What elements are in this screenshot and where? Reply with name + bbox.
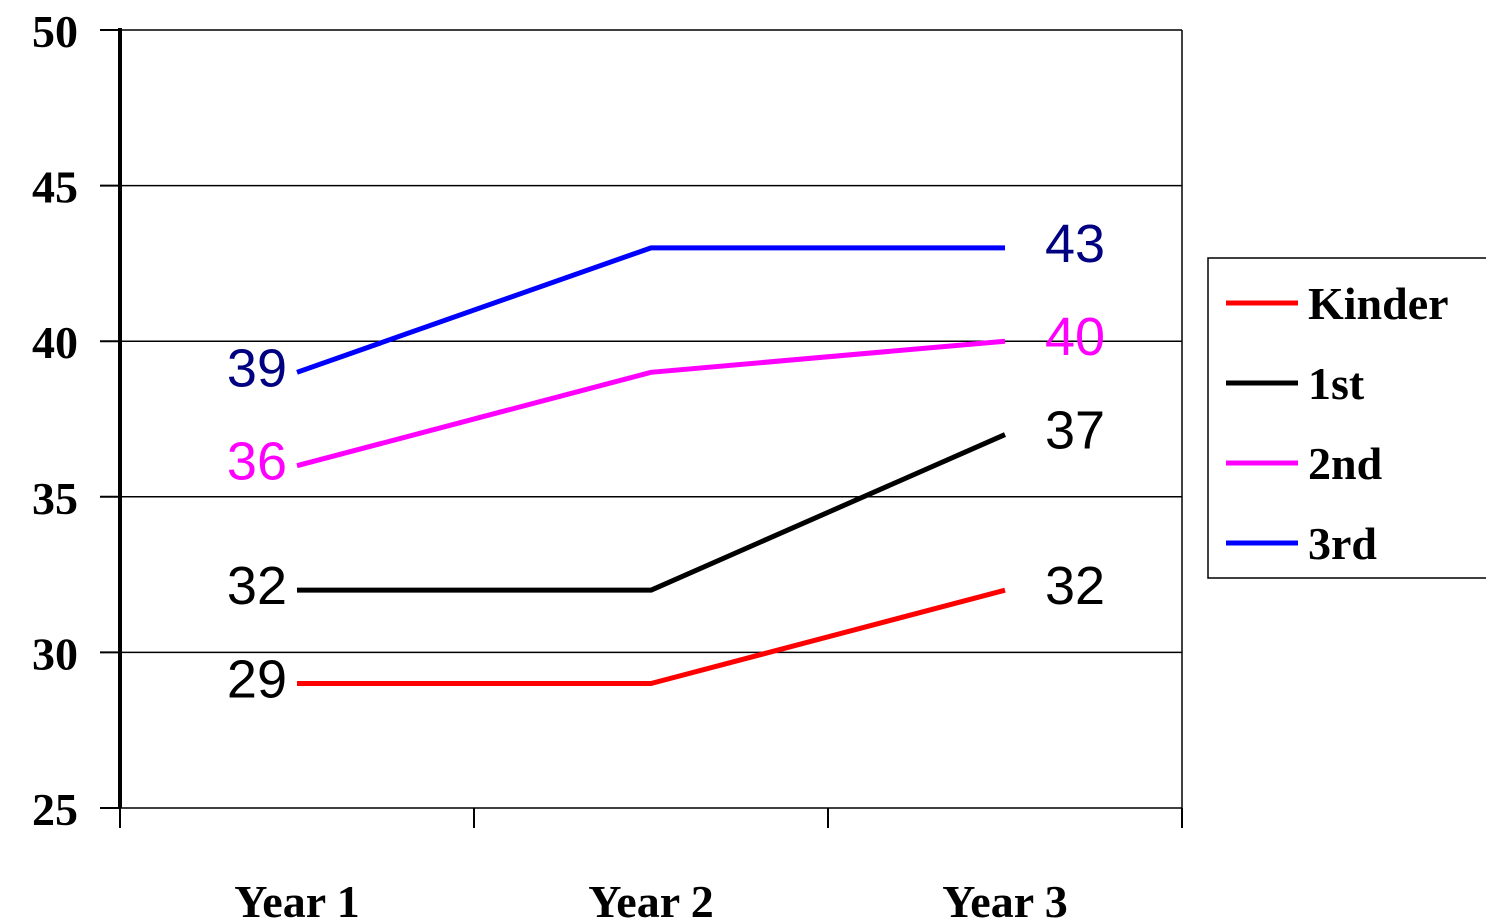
- legend-box[interactable]: [1207, 257, 1486, 579]
- x-tick-label: Year 1: [234, 876, 360, 923]
- y-tick-label: 40: [32, 317, 78, 368]
- legend-label-1st: 1st: [1308, 358, 1365, 409]
- series-lines: [296, 245, 1007, 687]
- legend-label-3rd: 3rd: [1308, 518, 1377, 569]
- x-tick-label: Year 3: [942, 876, 1068, 923]
- data-label-3rd: 43: [1045, 214, 1105, 274]
- gridlines: [120, 184, 1182, 654]
- series-line-kinder: [297, 587, 1006, 687]
- y-tick-label: 50: [32, 6, 78, 57]
- y-tick-label: 45: [32, 162, 78, 213]
- data-label-1st: 32: [227, 556, 287, 616]
- series-line-1st: [297, 432, 1007, 593]
- plot-frame: [120, 29, 1183, 808]
- data-labels: 29 32 32 37 36 40 39 43: [227, 214, 1105, 710]
- legend-label-kinder: Kinder: [1308, 278, 1449, 329]
- y-tick-label: 25: [32, 784, 78, 835]
- y-tick-label: 35: [32, 473, 78, 524]
- data-label-2nd: 40: [1045, 307, 1105, 367]
- x-tick-label: Year 2: [588, 876, 714, 923]
- x-axis-ticks: Year 1 Year 2 Year 3: [119, 808, 1183, 923]
- data-label-1st: 37: [1045, 401, 1105, 461]
- y-axis-ticks: 25 30 35 40 45 50: [32, 6, 120, 835]
- data-label-2nd: 36: [227, 432, 287, 492]
- data-label-kinder: 32: [1045, 556, 1105, 616]
- axes: [118, 28, 1182, 809]
- legend-label-2nd: 2nd: [1308, 438, 1383, 489]
- y-tick-label: 30: [32, 628, 78, 679]
- legend[interactable]: Kinder 1st 2nd 3rd: [1207, 257, 1486, 579]
- data-label-3rd: 39: [227, 338, 287, 398]
- series-line-3rd: [296, 245, 1005, 375]
- data-label-kinder: 29: [227, 650, 287, 710]
- series-line-2nd: [296, 338, 1006, 469]
